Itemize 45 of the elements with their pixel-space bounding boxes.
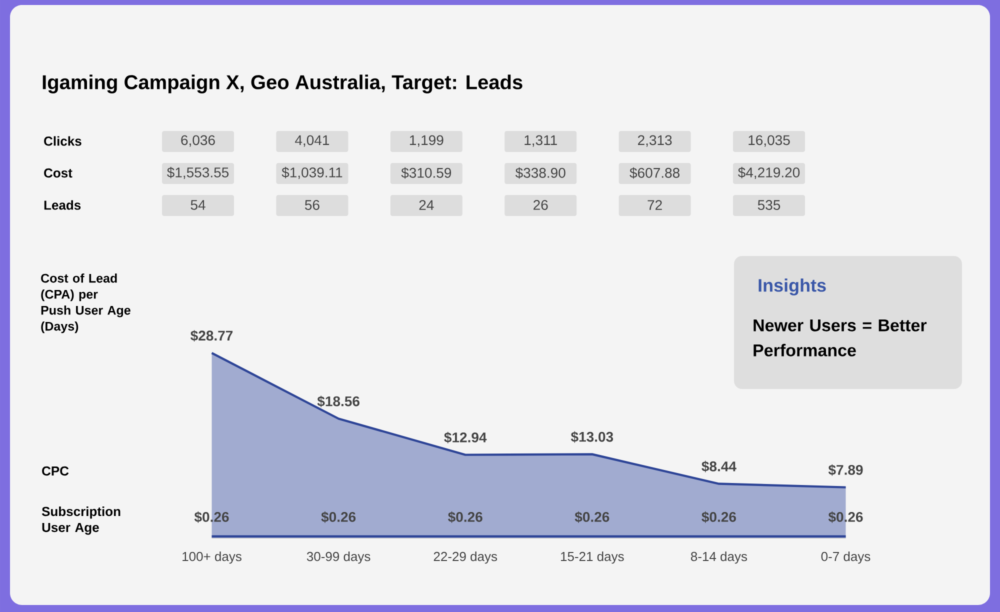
text: Insights [758, 278, 826, 296]
x-tick-label: 22-29 days [434, 552, 498, 564]
x-tick-label: 0-7 days [821, 552, 870, 564]
data-label: $0.26 [828, 511, 863, 523]
chart-title: Igaming Campaign X, Geo Australia, Target: Leads [42, 74, 522, 94]
text: 1,311 [524, 135, 557, 147]
data-label: $0.26 [448, 511, 482, 523]
text: Cost [44, 168, 72, 178]
text: Clicks [44, 136, 82, 146]
data-label: $18.56 [317, 396, 360, 408]
x-tick-label: 15-21 days [560, 552, 624, 564]
data-label: $0.26 [574, 511, 610, 523]
text: 56 [304, 200, 320, 210]
text: CPC [42, 466, 69, 476]
text: 1,199 [410, 135, 444, 147]
annotation: Newer Users = Better Performance [754, 320, 927, 356]
x-tick-label: 30-99 days [306, 552, 370, 564]
data-label: $0.26 [321, 511, 356, 523]
text: 24 [419, 200, 434, 210]
text: 16,035 [748, 135, 790, 147]
data-label: $0.26 [194, 511, 229, 523]
text: 535 [758, 200, 780, 210]
text: 26 [534, 200, 548, 210]
text: $4,219.20 [738, 166, 800, 180]
text: 72 [648, 200, 662, 210]
text: $1,039.11 [282, 166, 342, 180]
text: $1,553.55 [167, 166, 229, 180]
data-label: $0.26 [702, 511, 736, 523]
y-axis-title: Cost of Lead (CPA) per Push User Age (Days) [41, 274, 130, 334]
text: Leads [44, 200, 81, 210]
text: 6,036 [181, 135, 215, 147]
data-label: $7.89 [828, 464, 863, 476]
text: $310.59 [401, 167, 452, 179]
text: 54 [190, 200, 206, 210]
text: 2,313 [638, 135, 672, 147]
text: Subscription User Age [42, 506, 120, 535]
x-tick-label: 8-14 days [690, 552, 748, 564]
data-label: $8.44 [702, 460, 736, 472]
x-tick-label: 100+ days [182, 552, 242, 564]
data-label: $12.94 [444, 432, 487, 444]
text: 4,041 [295, 135, 330, 147]
text: $607.88 [630, 167, 680, 179]
data-label: $28.77 [190, 330, 233, 342]
data-label: $13.03 [570, 431, 614, 443]
text: $338.90 [515, 167, 566, 179]
